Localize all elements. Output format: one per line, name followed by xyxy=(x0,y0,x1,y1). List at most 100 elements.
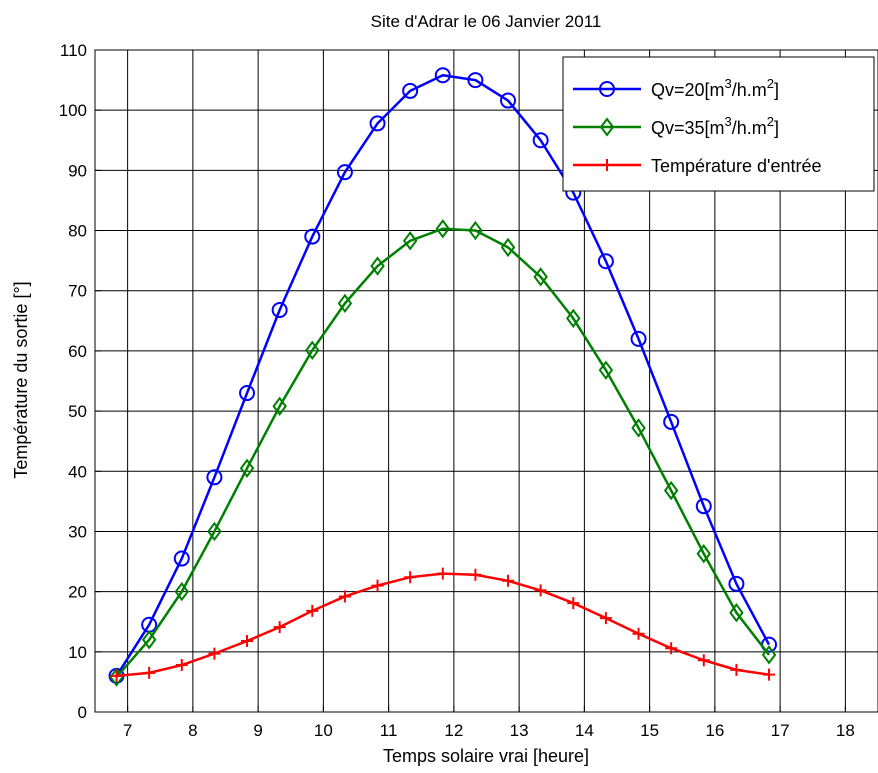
x-axis-title: Temps solaire vrai [heure] xyxy=(383,746,589,766)
y-tick-label: 110 xyxy=(60,41,87,60)
legend-box xyxy=(562,56,875,192)
data-point xyxy=(468,220,483,241)
legend-marker xyxy=(601,159,613,171)
data-point xyxy=(599,612,612,625)
data-point xyxy=(434,67,451,84)
chart-title: Site d'Adrar le 06 Janvier 2011 xyxy=(371,12,602,31)
y-tick-label: 30 xyxy=(68,522,87,541)
data-point xyxy=(143,666,156,679)
data-point xyxy=(630,330,647,347)
data-point xyxy=(663,480,679,501)
data-point xyxy=(597,253,614,270)
series-line xyxy=(115,227,771,678)
series-line xyxy=(116,572,770,678)
series-1 xyxy=(108,67,778,684)
legend-label: Qv=20[m3/h.m2] xyxy=(651,76,779,100)
x-tick-label: 10 xyxy=(314,721,333,740)
data-point xyxy=(532,132,549,149)
data-point xyxy=(141,630,157,650)
legend-item: Qv=35[m3/h.m2] xyxy=(573,114,779,138)
data-point xyxy=(273,621,286,634)
x-tick-label: 7 xyxy=(123,721,132,740)
x-tick-label: 12 xyxy=(444,721,463,740)
data-point xyxy=(206,469,223,486)
y-tick-label: 100 xyxy=(59,101,87,120)
data-point xyxy=(730,663,743,676)
x-tick-label: 15 xyxy=(640,721,659,740)
y-tick-label: 0 xyxy=(78,703,87,722)
data-point xyxy=(697,654,710,667)
data-point xyxy=(207,521,222,542)
series-layer xyxy=(108,67,778,687)
data-point xyxy=(467,72,484,89)
y-tick-label: 40 xyxy=(68,462,87,481)
data-point xyxy=(369,115,386,132)
data-point xyxy=(729,603,744,623)
x-tick-label: 9 xyxy=(253,721,262,740)
data-point xyxy=(271,301,288,318)
y-axis-title: Température du sortie [°] xyxy=(11,281,31,478)
legend: Qv=20[m3/h.m2] Qv=35[m3/h.m2] Température … xyxy=(562,56,875,192)
x-tick-label: 17 xyxy=(771,721,790,740)
data-point xyxy=(239,458,255,478)
x-tick-label: 16 xyxy=(705,721,724,740)
data-point xyxy=(336,164,353,181)
data-point xyxy=(696,544,712,564)
data-point xyxy=(241,634,254,647)
data-point xyxy=(534,584,547,597)
x-tick-label: 18 xyxy=(836,721,855,740)
y-tick-label: 50 xyxy=(68,402,87,421)
data-point xyxy=(208,647,221,660)
data-point xyxy=(239,385,256,402)
data-point xyxy=(763,668,776,681)
data-point xyxy=(272,396,287,416)
y-tick-label: 80 xyxy=(68,222,87,241)
data-point xyxy=(533,267,548,287)
legend-label: Température d'entrée xyxy=(651,156,822,176)
series-3 xyxy=(110,567,776,682)
series-2 xyxy=(109,219,777,687)
data-point xyxy=(404,571,417,584)
legend-marker xyxy=(599,117,615,137)
data-point xyxy=(728,575,745,592)
data-point xyxy=(436,567,449,580)
y-tick-label: 90 xyxy=(68,161,87,180)
data-point xyxy=(631,418,646,438)
x-tick-label: 8 xyxy=(188,721,197,740)
y-tick-label: 60 xyxy=(68,342,87,361)
data-point xyxy=(663,413,680,430)
data-point xyxy=(566,308,581,329)
data-point xyxy=(665,642,678,655)
y-tick-label: 70 xyxy=(68,282,87,301)
legend-item: Qv=20[m3/h.m2] xyxy=(573,76,779,100)
data-point xyxy=(500,237,516,258)
data-point xyxy=(304,228,321,245)
legend-item: Température d'entrée xyxy=(573,156,822,176)
series-line xyxy=(115,74,771,677)
data-point xyxy=(500,92,517,109)
data-point xyxy=(402,231,418,251)
tick-labels: 7 8 9 10 11 12 13 14 15 16 17 18 0 10 20 30 40 50 60 70 80 90… xyxy=(59,41,855,740)
data-point xyxy=(695,498,712,515)
y-tick-label: 20 xyxy=(68,583,87,602)
data-point xyxy=(174,581,190,602)
data-point xyxy=(337,293,353,314)
data-point xyxy=(632,627,645,640)
data-point xyxy=(338,590,351,603)
legend-marker xyxy=(599,81,615,97)
y-tick-label: 10 xyxy=(68,643,87,662)
data-point xyxy=(598,360,614,380)
data-point xyxy=(370,256,385,276)
x-tick-label: 14 xyxy=(575,721,594,740)
data-point xyxy=(175,659,188,672)
data-point xyxy=(173,550,190,567)
data-point xyxy=(502,574,515,587)
x-tick-label: 13 xyxy=(510,721,529,740)
data-point xyxy=(567,597,580,610)
plot-frame xyxy=(94,49,878,713)
data-point xyxy=(402,82,419,99)
data-point xyxy=(305,340,320,360)
data-point xyxy=(110,669,123,682)
data-point xyxy=(469,568,482,581)
data-point xyxy=(761,645,777,665)
